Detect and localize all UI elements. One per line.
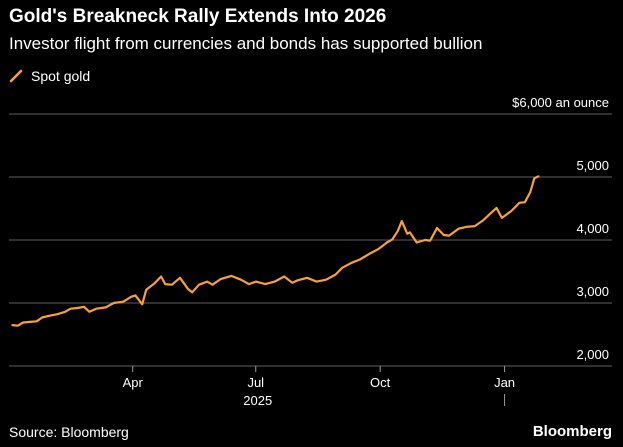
chart-subtitle: Investor flight from currencies and bond… — [9, 34, 483, 53]
legend-swatch-icon — [9, 69, 23, 83]
legend-label: Spot gold — [31, 68, 91, 84]
chart-title: Gold's Breakneck Rally Extends Into 2026 — [9, 6, 387, 27]
y-tick-label-6000: $6,000 an ounce — [512, 95, 609, 110]
y-tick-label-5000: 5,000 — [576, 158, 609, 173]
legend: Spot gold — [9, 68, 90, 84]
x-tick-label-Apr: Apr — [123, 375, 144, 390]
series-line-0 — [11, 175, 540, 327]
source-note: Source: Bloomberg — [9, 424, 129, 440]
x-tick-label-Oct: Oct — [370, 375, 391, 390]
brand-logo: Bloomberg — [532, 423, 612, 440]
x-tick-label-Jan: Jan — [494, 375, 515, 390]
y-tick-label-2000: 2,000 — [576, 347, 609, 362]
x-tick-label-Jul: Jul — [247, 375, 264, 390]
y-tick-label-3000: 3,000 — [576, 284, 609, 299]
y-tick-label-4000: 4,000 — [576, 221, 609, 236]
series-layer — [11, 175, 540, 327]
x-axis: Apr Jul Oct Jan 2025 — [9, 365, 612, 408]
gridlines — [9, 113, 612, 367]
x-year-label: 2025 — [243, 393, 272, 408]
y-axis-ticks: $6,000 an ounce 5,000 4,000 3,000 2,000 — [512, 95, 609, 362]
